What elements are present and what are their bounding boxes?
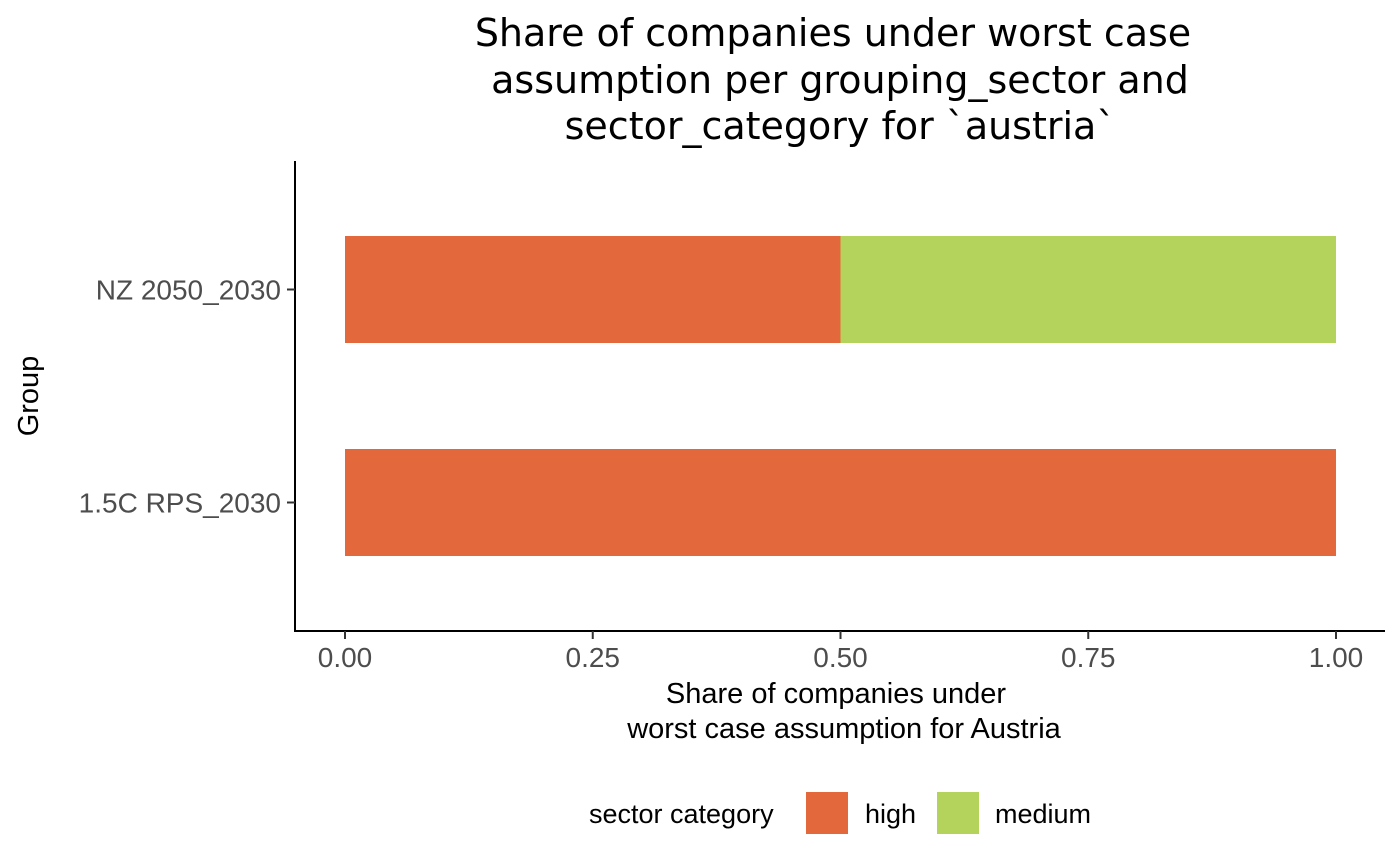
chart-title: Share of companies under worst case assu… — [475, 11, 1191, 148]
y-ticks: NZ 2050_2030 1.5C RPS_2030 — [79, 275, 295, 519]
legend-key-medium — [937, 792, 979, 834]
y-tick-label: 1.5C RPS_2030 — [79, 488, 281, 519]
x-axis-title: Share of companies under worst case assu… — [626, 678, 1061, 745]
x-tick-label: 0.00 — [318, 642, 373, 673]
legend-key-high — [806, 792, 848, 834]
bar-nz-2050-2030-high — [345, 236, 841, 343]
x-ticks: 0.00 0.25 0.50 0.75 1.00 — [318, 631, 1364, 673]
chart-title-line-1: Share of companies under worst case — [475, 11, 1191, 55]
bar-1-5c-rps-2030-high — [345, 449, 1336, 556]
x-axis-title-line-2: worst case assumption for Austria — [626, 713, 1061, 745]
y-tick-label: NZ 2050_2030 — [96, 275, 281, 306]
legend-title: sector category — [589, 799, 774, 829]
y-axis-title: Group — [13, 356, 45, 437]
legend-label-high: high — [865, 799, 916, 829]
bar-nz-2050-2030-medium — [840, 236, 1336, 343]
x-tick-label: 1.00 — [1309, 642, 1364, 673]
x-tick-label: 0.75 — [1061, 642, 1116, 673]
x-tick-label: 0.25 — [566, 642, 621, 673]
bars-layer — [345, 236, 1336, 556]
legend-label-medium: medium — [995, 799, 1091, 829]
chart-title-line-3: sector_category for `austria` — [565, 104, 1116, 148]
chart-title-line-2: assumption per grouping_sector and — [491, 58, 1189, 102]
x-tick-label: 0.50 — [813, 642, 868, 673]
x-axis-title-line-1: Share of companies under — [666, 678, 1006, 710]
legend: sector category high medium — [589, 792, 1091, 834]
